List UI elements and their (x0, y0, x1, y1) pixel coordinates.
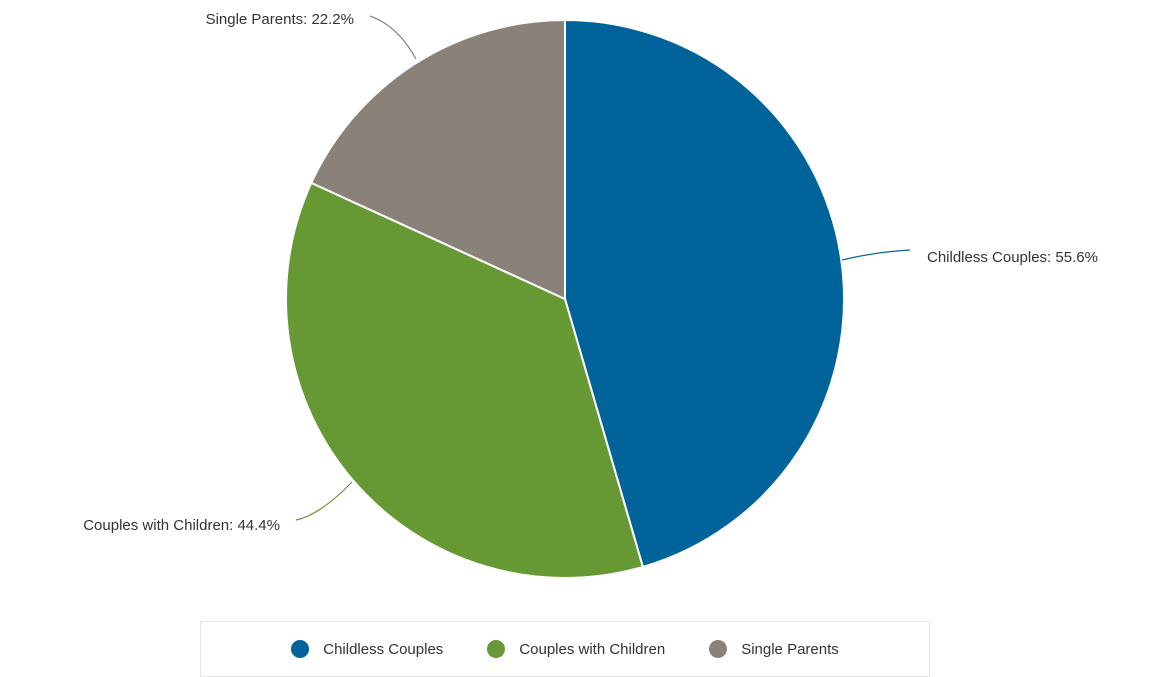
data-label-childless-couples: Childless Couples: 55.6% (927, 249, 1098, 266)
pie-chart-svg: Childless Couples: 55.6% Couples with Chi… (83, 11, 1098, 579)
legend-marker-single-parents (709, 640, 728, 658)
legend-marker-childless-couples (291, 640, 310, 658)
leader-line-single-parents (369, 15, 417, 60)
leader-line-childless-couples (841, 249, 911, 261)
legend-label-couples-with-children: Couples with Children (519, 640, 666, 658)
legend-item-couples-with-children[interactable]: Couples with Children (487, 640, 665, 658)
leader-line-couples-with-children (295, 481, 353, 521)
legend-item-childless-couples[interactable]: Childless Couples (291, 640, 443, 658)
legend-label-childless-couples: Childless Couples (323, 640, 444, 658)
legend-item-single-parents[interactable]: Single Parents (709, 640, 839, 658)
data-label-couples-with-children: Couples with Children: 44.4% (83, 517, 280, 534)
pie-slice-couples-with-children[interactable] (285, 181, 644, 579)
data-label-single-parents: Single Parents: 22.2% (206, 11, 354, 28)
pie-slice-single-parents[interactable] (310, 19, 566, 300)
legend-label-single-parents: Single Parents (741, 640, 839, 658)
pie-slice-childless-couples[interactable] (564, 19, 845, 568)
legend-marker-couples-with-children (487, 640, 506, 658)
chart-legend: Childless Couples Couples with Children … (200, 621, 930, 677)
